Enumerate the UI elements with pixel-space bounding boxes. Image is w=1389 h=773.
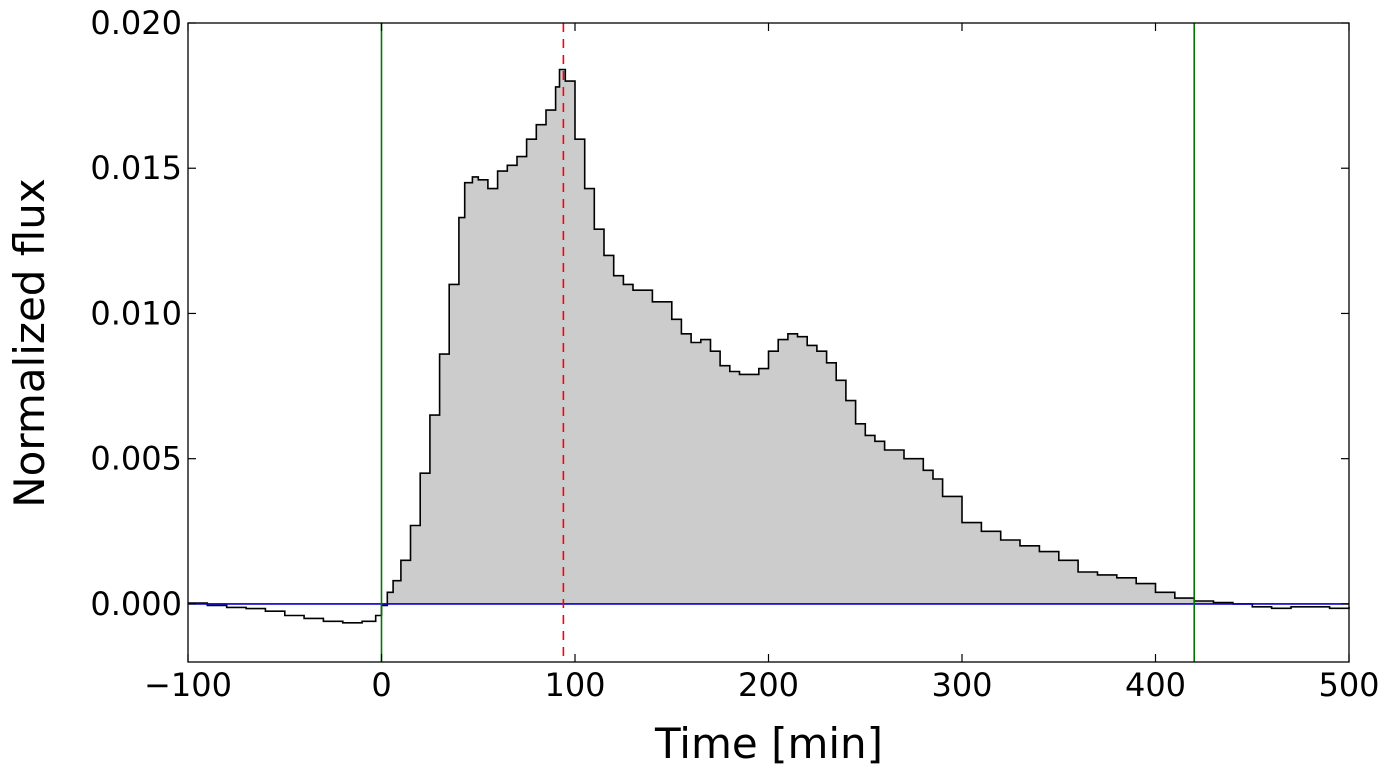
axes-layer: −100 0 100 200 300 400 500 0.000 0.005 0.010 0.015… bbox=[90, 4, 1379, 704]
flux-fill-segment bbox=[836, 380, 847, 604]
flux-fill-segment bbox=[981, 531, 1002, 604]
flux-fill-segment bbox=[545, 110, 557, 604]
x-tick-label: 100 bbox=[544, 666, 605, 704]
y-tick-label: 0.020 bbox=[90, 4, 182, 42]
flux-fill-segment bbox=[1194, 601, 1215, 604]
flux-fill-segment bbox=[1155, 592, 1176, 604]
flux-fill-segment bbox=[1078, 571, 1098, 604]
flux-fill-segment bbox=[749, 374, 760, 604]
flux-fill-segment bbox=[681, 333, 692, 604]
flux-fill-segment bbox=[458, 217, 466, 604]
x-tick-label: 500 bbox=[1318, 666, 1379, 704]
y-tick-label: 0.000 bbox=[90, 585, 182, 623]
y-tick-label: 0.010 bbox=[90, 294, 182, 332]
flux-fill-segment bbox=[613, 275, 624, 604]
flux-fill-segment bbox=[449, 284, 460, 604]
flux-fill-segment bbox=[845, 400, 857, 604]
flux-fill-segment bbox=[429, 415, 441, 604]
flux-fill-segment bbox=[903, 458, 924, 604]
flux-fill-segment bbox=[387, 592, 394, 604]
flux-fill-segment bbox=[942, 496, 963, 604]
flux-fill-segment bbox=[884, 449, 905, 604]
flux-fill-segment bbox=[584, 188, 595, 604]
flux-fill-segment bbox=[700, 339, 711, 604]
flux-fill-segment bbox=[507, 165, 518, 604]
flux-fill-segment bbox=[691, 342, 702, 604]
flux-fill-segment bbox=[807, 345, 818, 604]
y-tick-label: 0.015 bbox=[90, 149, 182, 187]
flux-fill-segment bbox=[516, 156, 528, 604]
flux-fill-segment bbox=[555, 86, 561, 604]
flux-lines-layer bbox=[188, 23, 1350, 662]
flux-fill-segment bbox=[1097, 574, 1118, 604]
x-axis-title: Time [min] bbox=[654, 719, 883, 768]
flux-fill-segment bbox=[652, 301, 673, 604]
flux-fill-segment bbox=[874, 441, 886, 604]
flux-fill-segment bbox=[710, 351, 721, 604]
flux-fill-segment bbox=[671, 319, 682, 604]
flux-fill-segment bbox=[729, 371, 740, 604]
flux-fill-segment bbox=[559, 69, 566, 604]
flux-fill-segment bbox=[594, 229, 605, 604]
flux-fill-segment bbox=[623, 284, 634, 604]
flux-fill-segment bbox=[565, 81, 576, 604]
flux-fill-segment bbox=[1039, 551, 1060, 604]
flux-fill-segment bbox=[410, 525, 421, 604]
flux-fill-segment bbox=[758, 368, 769, 604]
flux-fill-segment bbox=[464, 182, 473, 604]
flux-fill-segment bbox=[393, 580, 402, 604]
flux-series-line bbox=[188, 68, 1350, 624]
flux-fill-segment bbox=[439, 354, 450, 604]
x-tick-label: 0 bbox=[371, 666, 391, 704]
y-axis-title: Normalized flux bbox=[5, 178, 54, 507]
flux-fill-segment bbox=[932, 479, 944, 604]
x-tick-label: 400 bbox=[1125, 666, 1186, 704]
flux-fill-segment bbox=[604, 255, 615, 604]
flux-fill-segment bbox=[633, 290, 653, 604]
flux-fill-segment bbox=[1136, 583, 1156, 604]
flux-fill-segment bbox=[487, 188, 499, 604]
flux-fill-segment bbox=[826, 362, 837, 604]
flux-fill-segment bbox=[720, 365, 731, 604]
flux-fill-segment bbox=[478, 179, 489, 604]
y-tick-label: 0.005 bbox=[90, 440, 182, 478]
flux-fill-segment bbox=[1000, 540, 1021, 604]
flux-fill-segment bbox=[778, 339, 789, 604]
flux-fill-segment bbox=[420, 473, 431, 604]
x-tick-label: −100 bbox=[144, 666, 232, 704]
flux-fill-segment bbox=[497, 171, 508, 604]
flux-fill-segment bbox=[472, 176, 479, 604]
flux-fill-segment bbox=[1058, 560, 1079, 604]
flux-fill-segment bbox=[400, 560, 412, 604]
flux-fill-segment bbox=[923, 470, 934, 604]
flux-fill-layer bbox=[188, 69, 1234, 604]
flux-fill-segment bbox=[575, 139, 586, 604]
flux-fill-segment bbox=[962, 522, 982, 604]
flux-fill-segment bbox=[739, 374, 750, 604]
flux-fill-segment bbox=[768, 351, 779, 604]
flux-fill-segment bbox=[816, 351, 828, 604]
flux-fill-segment bbox=[787, 333, 799, 604]
x-tick-label: 200 bbox=[738, 666, 799, 704]
flux-fill-segment bbox=[1174, 598, 1195, 604]
flux-fill-segment bbox=[536, 124, 547, 604]
flux-fill-segment bbox=[797, 336, 808, 604]
flux-fill-segment bbox=[1116, 577, 1137, 604]
flux-fill-segment bbox=[526, 139, 537, 604]
x-tick-label: 300 bbox=[931, 666, 992, 704]
flux-fill-segment bbox=[865, 435, 876, 604]
flux-fill-segment bbox=[1020, 545, 1040, 604]
flux-fill-segment bbox=[855, 423, 866, 604]
